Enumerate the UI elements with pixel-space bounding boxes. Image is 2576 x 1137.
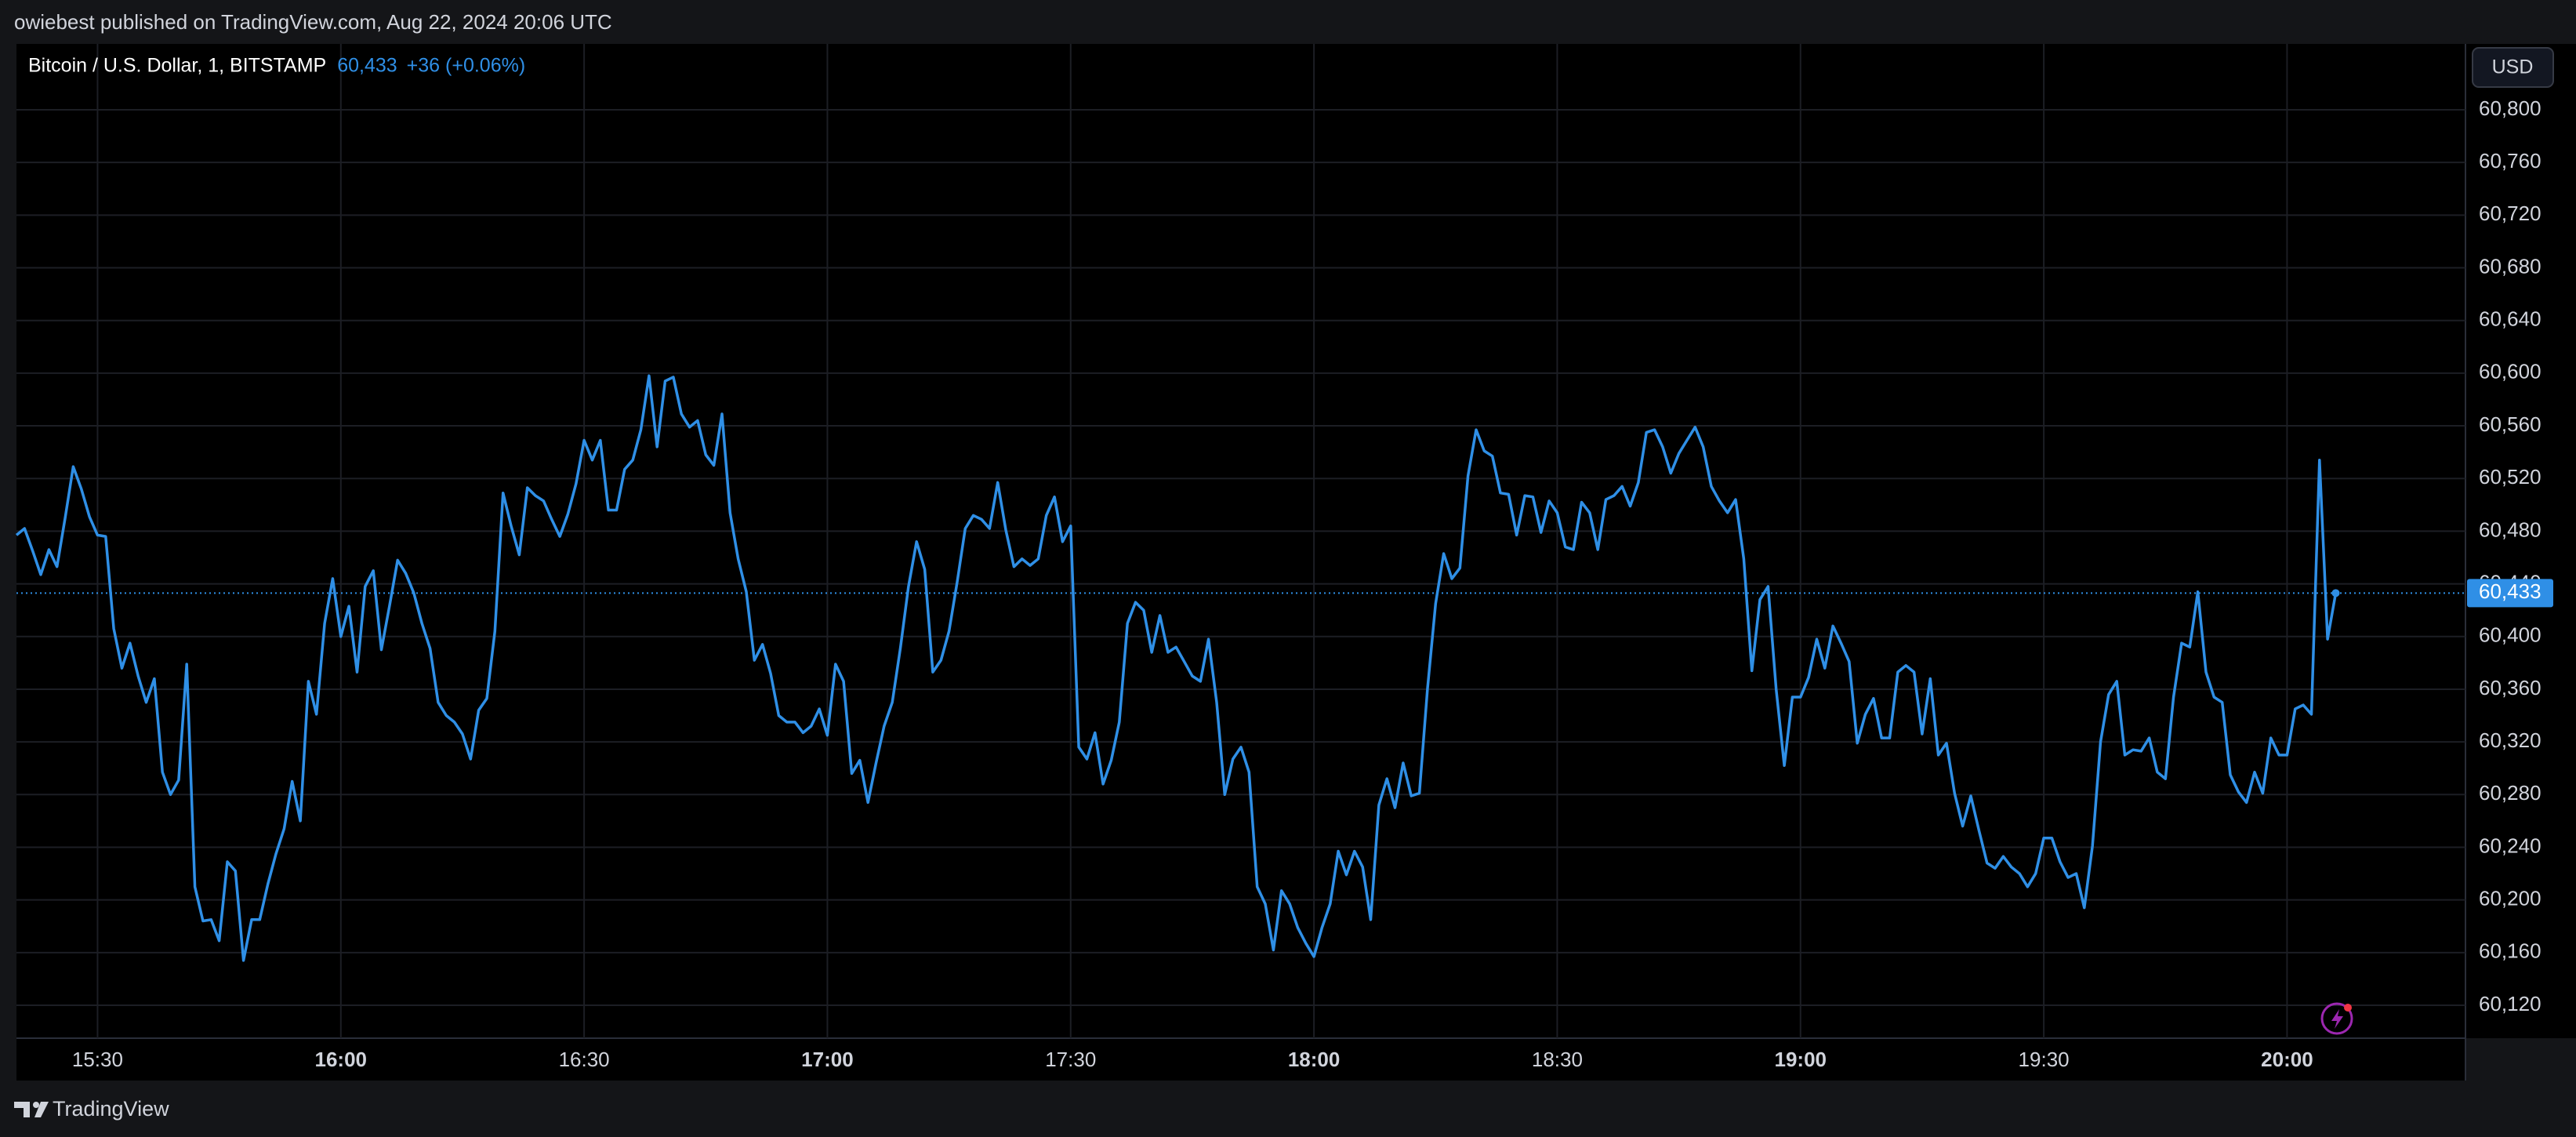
price-axis — [2465, 44, 2576, 1038]
bolt-icon — [2320, 1002, 2353, 1035]
x-tick-label: 16:00 — [315, 1048, 368, 1071]
y-tick-label: 60,400 — [2479, 623, 2542, 647]
logo-part — [34, 1102, 49, 1117]
y-tick-label: 60,520 — [2479, 465, 2542, 489]
currency-button[interactable] — [2472, 47, 2554, 88]
bolt — [2331, 1009, 2343, 1029]
y-tick-label: 60,200 — [2479, 887, 2542, 910]
price-line — [15, 374, 2338, 962]
y-tick-label: 60,680 — [2479, 254, 2542, 278]
last-price-label: 60,433 — [2479, 579, 2542, 603]
y-tick-label: 60,160 — [2479, 939, 2542, 963]
x-tick-label: 19:00 — [1775, 1048, 1827, 1071]
logo-part — [33, 1102, 39, 1108]
logo-part — [14, 1102, 30, 1117]
x-tick-label: 17:30 — [1045, 1048, 1096, 1071]
x-tick-label: 15:30 — [72, 1048, 123, 1071]
y-tick-label: 60,560 — [2479, 412, 2542, 436]
y-tick-label: 60,480 — [2479, 518, 2542, 541]
x-tick-label: 18:30 — [1532, 1048, 1583, 1071]
y-tick-label: 60,120 — [2479, 992, 2542, 1015]
notify-dot — [2344, 1004, 2352, 1012]
y-tick-label: 60,640 — [2479, 307, 2542, 331]
price-change: +36 (+0.06%) — [407, 55, 526, 77]
last-point — [2331, 589, 2340, 598]
x-tick-label: 19:30 — [2019, 1048, 2070, 1071]
chart-title: Bitcoin / U.S. Dollar, 1, BITSTAMP — [28, 55, 326, 77]
y-tick-label: 60,240 — [2479, 834, 2542, 857]
y-tick-label: 60,720 — [2479, 202, 2542, 225]
currency[interactable]: USD — [2492, 56, 2534, 78]
time-axis — [16, 1038, 2465, 1081]
y-tick-label: 60,760 — [2479, 149, 2542, 173]
x-tick-label: 16:30 — [559, 1048, 610, 1071]
last-price: 60,433 — [337, 55, 397, 77]
y-tick-label: 60,360 — [2479, 676, 2542, 699]
x-tick-label: 17:00 — [801, 1048, 854, 1071]
x-tick-label: 18:00 — [1288, 1048, 1341, 1071]
y-tick-label: 60,600 — [2479, 360, 2542, 383]
last-price-badge — [2467, 579, 2553, 608]
plot-area — [16, 44, 2465, 1038]
brand: TradingView — [53, 1097, 169, 1121]
grid — [16, 44, 2465, 1038]
x-tick-label: 20:00 — [2261, 1048, 2313, 1071]
y-tick-label: 60,280 — [2479, 781, 2542, 805]
publisher: owiebest published on TradingView.com, A… — [14, 10, 612, 34]
y-tick-label: 60,800 — [2479, 96, 2542, 120]
y-tick-label: 60,320 — [2479, 728, 2542, 752]
tv-logo — [14, 1102, 49, 1117]
bolt-ring — [2320, 1002, 2353, 1035]
